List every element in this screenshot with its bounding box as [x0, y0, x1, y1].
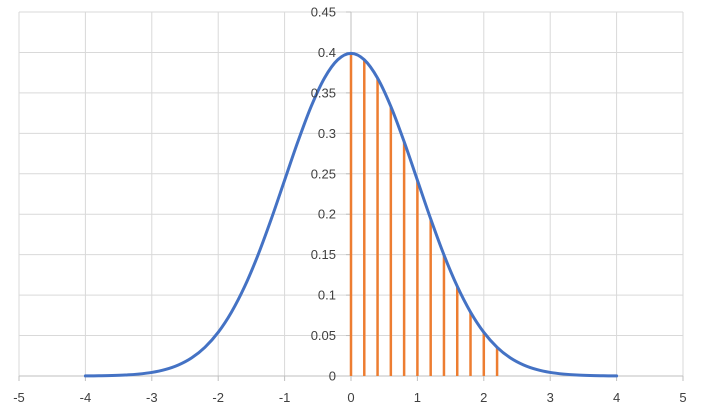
x-tick-label: 4 — [613, 390, 620, 405]
curve-layer — [83, 51, 619, 378]
y-tick-label: 0.05 — [311, 328, 336, 343]
x-tick-label: 3 — [547, 390, 554, 405]
y-tick-label: 0.25 — [311, 166, 336, 181]
y-tick-label: 0.45 — [311, 5, 336, 20]
y-tick-label: 0.2 — [318, 207, 336, 222]
x-tick-label: -4 — [80, 390, 92, 405]
y-tick-label: 0.3 — [318, 126, 336, 141]
x-tick-label: -5 — [13, 390, 25, 405]
y-tick-labels: 0 0.05 0.1 0.15 0.2 0.25 0.3 0.35 0.4 0.45 — [311, 5, 336, 384]
y-tick-label: 0 — [329, 369, 336, 384]
normal-curve-line — [83, 51, 619, 378]
x-tick-label: 5 — [679, 390, 686, 405]
y-tick-label: 0.15 — [311, 247, 336, 262]
y-tick-label: 0.4 — [318, 45, 336, 60]
x-tick-label: -2 — [212, 390, 224, 405]
y-tick-label: 0.1 — [318, 288, 336, 303]
x-tick-label: 0 — [347, 390, 354, 405]
x-tick-labels: -5 -4 -3 -2 -1 0 1 2 3 4 5 — [13, 390, 686, 405]
y-tick-label: 0.35 — [311, 85, 336, 100]
x-tick-label: 2 — [480, 390, 487, 405]
x-tick-label: -3 — [146, 390, 158, 405]
x-tick-label: 1 — [414, 390, 421, 405]
vertical-lines-layer — [349, 53, 499, 376]
x-tick-label: -1 — [279, 390, 291, 405]
